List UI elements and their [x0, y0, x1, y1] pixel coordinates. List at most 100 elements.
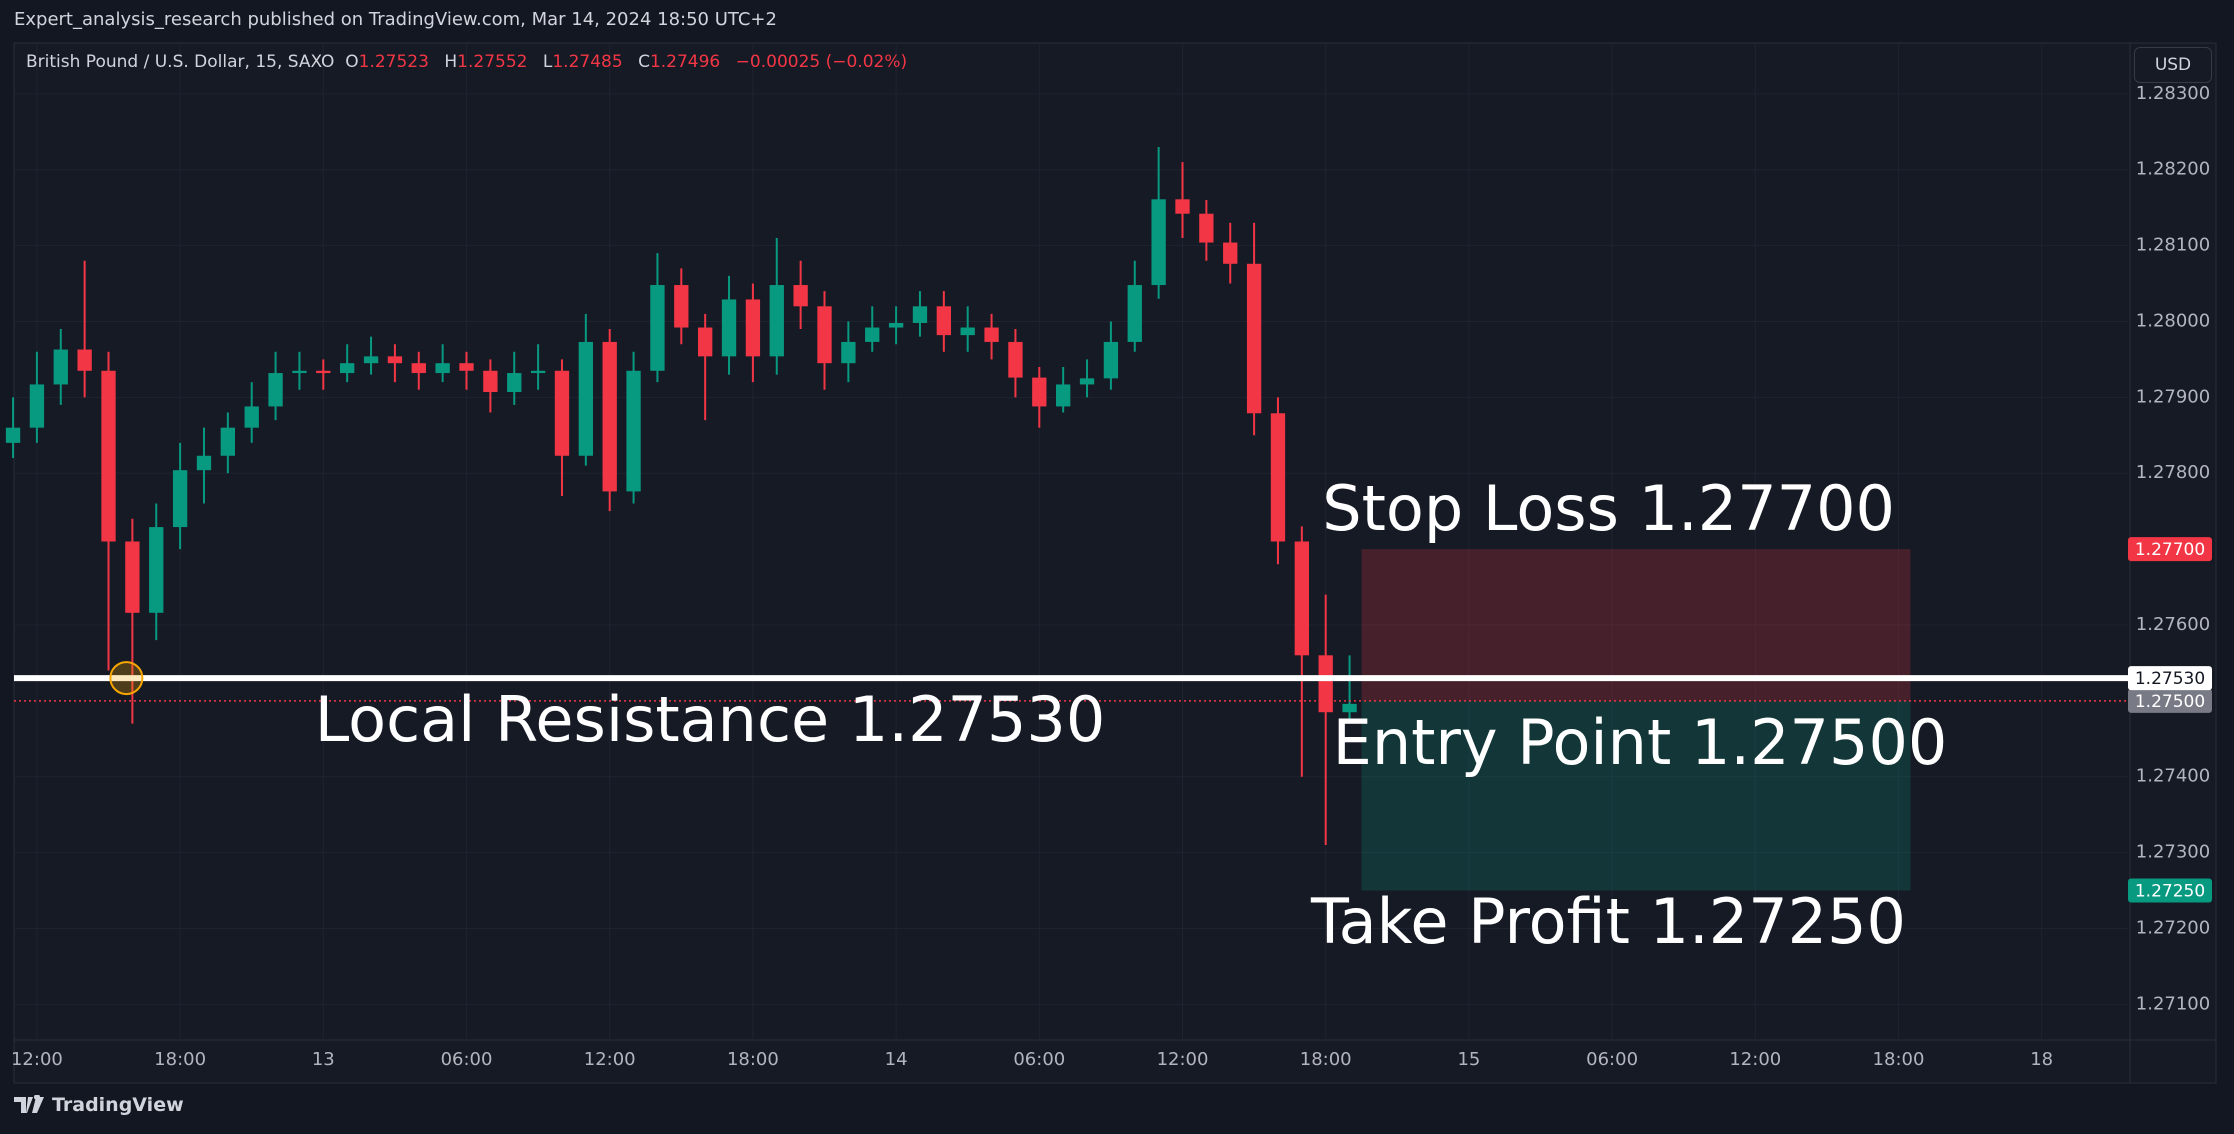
- price-badge-label: 1.27500: [2135, 692, 2205, 712]
- candle-body: [387, 356, 403, 364]
- candle-body: [435, 363, 450, 374]
- x-tick-label: 18:00: [727, 1049, 779, 1070]
- touch-marker: [109, 661, 144, 696]
- legend-value: 1.27523: [358, 52, 429, 72]
- target-zone: [1361, 700, 1911, 891]
- candle-body: [1342, 703, 1357, 713]
- legend-value: 1.27552: [457, 52, 528, 72]
- candle-body: [1199, 213, 1214, 243]
- annotation: Stop Loss 1.27700: [1322, 472, 1895, 545]
- y-tick-label: 1.28300: [2136, 83, 2210, 104]
- x-tick-label: 18:00: [1873, 1049, 1925, 1070]
- candle-body: [1079, 378, 1095, 385]
- price-badge-label: 1.27700: [2135, 540, 2205, 560]
- candle-body: [912, 306, 928, 323]
- candle-body: [363, 356, 379, 364]
- candle-body: [1032, 377, 1047, 407]
- candle-body: [29, 384, 45, 428]
- candle-body: [841, 341, 856, 364]
- candle-body: [554, 370, 570, 456]
- candle-body: [865, 327, 880, 342]
- x-tick-label: 13: [312, 1049, 335, 1070]
- x-tick-label: 18:00: [154, 1049, 206, 1070]
- candle-body: [411, 363, 426, 374]
- candle-body: [196, 455, 212, 471]
- legend-key: O: [345, 52, 359, 72]
- candle-body: [1056, 384, 1071, 407]
- price-badge: [2128, 688, 2212, 713]
- chart-frame: [13, 42, 2217, 1084]
- legend-change: −0.00025 (−0.02%): [735, 52, 908, 72]
- currency-button[interactable]: USD: [2134, 47, 2212, 83]
- x-tick-label: 12:00: [584, 1049, 636, 1070]
- candle-body: [578, 341, 594, 456]
- brand: TradingView: [52, 1094, 184, 1116]
- plot: [5, 146, 1911, 891]
- price-badge: [2128, 537, 2212, 562]
- candle-body: [721, 299, 737, 357]
- candle-body: [77, 349, 92, 371]
- annotation: Entry Point 1.27500: [1333, 706, 1948, 779]
- candle-body: [1270, 413, 1286, 542]
- y-tick-label: 1.27100: [2136, 993, 2210, 1014]
- candle-body: [936, 306, 951, 336]
- candle-body: [626, 370, 641, 492]
- candle-body: [172, 470, 188, 528]
- price-badge-label: 1.27250: [2135, 882, 2205, 902]
- candle-body: [1318, 655, 1333, 713]
- legend-value: 1.27496: [649, 52, 721, 72]
- y-tick-label: 1.28100: [2136, 235, 2210, 256]
- legend-key: L: [542, 52, 553, 72]
- overlay: 1.27700 1.27250 1.27500 1.27530 Stop Loss 1.…: [14, 472, 2212, 958]
- candle-body: [1175, 199, 1190, 214]
- candle-body: [984, 327, 999, 342]
- candle-body: [650, 285, 665, 371]
- logo: [14, 1095, 44, 1113]
- x-tick-label: 06:00: [1586, 1049, 1638, 1070]
- y-tick-label: 1.27900: [2136, 386, 2210, 407]
- candle-body: [292, 370, 307, 374]
- price-badge: [2128, 666, 2212, 691]
- x-tick-label: 18: [2030, 1049, 2053, 1070]
- y-tick-label: 1.27200: [2136, 917, 2210, 938]
- candle-body: [149, 527, 164, 613]
- x-tick-label: 14: [885, 1049, 908, 1070]
- y-tick-label: 1.27600: [2136, 614, 2210, 635]
- candle-body: [1294, 541, 1309, 656]
- candle-body: [793, 285, 808, 307]
- candle-body: [220, 427, 236, 456]
- candle-body: [125, 541, 140, 613]
- y-tick-label: 1.27800: [2136, 462, 2210, 483]
- candle-body: [316, 370, 331, 374]
- x-tick-label: 12:00: [1157, 1049, 1209, 1070]
- annotation: Take Profit 1.27250: [1310, 885, 1906, 958]
- x-tick-label: 18:00: [1300, 1049, 1352, 1070]
- symbol-title: British Pound / U.S. Dollar, 15, SAXO: [26, 52, 335, 72]
- symbol-legend: British Pound / U.S. Dollar, 15, SAXO O1…: [26, 52, 917, 72]
- y-tick-label: 1.28000: [2136, 310, 2210, 331]
- candle-body: [817, 306, 832, 364]
- annotation: Local Resistance 1.27530: [315, 683, 1106, 756]
- legend-key: C: [638, 52, 650, 72]
- candle-body: [5, 427, 21, 443]
- candle-body: [483, 370, 498, 393]
- candle-body: [268, 373, 283, 407]
- x-tick-label: 06:00: [1013, 1049, 1065, 1070]
- candle-body: [1127, 285, 1142, 342]
- x-tick-label: 15: [1457, 1049, 1480, 1070]
- y-tick-label: 1.28200: [2136, 159, 2210, 180]
- candle-body: [1103, 341, 1119, 379]
- x-tick-label: 06:00: [441, 1049, 493, 1070]
- legend-key: H: [444, 52, 458, 72]
- publisher: Expert_analysis_research published on Tr…: [14, 9, 777, 30]
- price-badge: [2128, 878, 2212, 903]
- candle-body: [1151, 199, 1166, 286]
- x-tick-label: 12:00: [1729, 1049, 1781, 1070]
- candle-body: [769, 285, 784, 357]
- candle-body: [459, 363, 474, 371]
- candle-body: [602, 341, 617, 492]
- candle-body: [53, 349, 68, 385]
- candle-body: [674, 285, 689, 328]
- x-tick-label: 12:00: [11, 1049, 63, 1070]
